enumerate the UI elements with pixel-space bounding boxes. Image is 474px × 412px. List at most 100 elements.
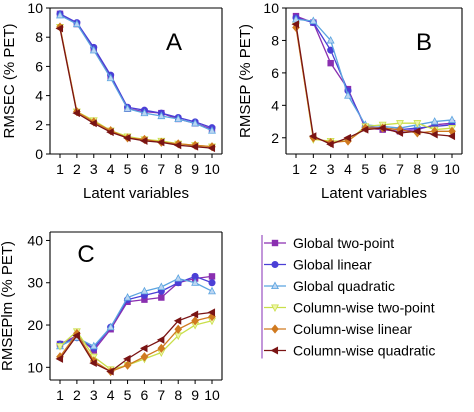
legend-label: Global quadratic	[293, 278, 395, 294]
x-tick-label: 7	[157, 387, 165, 403]
x-tick-label: 10	[204, 161, 220, 177]
legend-item: Global quadratic	[264, 278, 395, 294]
y-tick-label: 8	[35, 29, 43, 45]
data-point	[208, 279, 216, 287]
data-point	[123, 354, 131, 363]
panel-label: A	[166, 29, 182, 56]
series-global-quadratic	[56, 10, 216, 134]
data-point	[448, 115, 456, 123]
data-point	[123, 360, 132, 370]
legend-marker	[271, 324, 279, 334]
x-tick-label: 3	[90, 387, 98, 403]
y-tick-label: 10	[263, 0, 279, 16]
data-point	[327, 59, 334, 67]
data-point	[207, 308, 216, 317]
x-tick-label: 4	[344, 161, 352, 177]
data-point	[190, 142, 199, 151]
data-point	[158, 294, 165, 301]
series-line	[59, 320, 213, 371]
data-point	[157, 282, 166, 291]
data-point	[140, 108, 149, 117]
y-tick-label: 4	[35, 88, 43, 104]
series-column-wise-two-point	[56, 317, 216, 374]
data-point	[308, 132, 317, 141]
series-column-wise-quadratic	[291, 20, 456, 149]
y-tick-label: 20	[27, 317, 43, 333]
x-tick-label: 5	[361, 161, 369, 177]
series-line	[59, 275, 213, 350]
series-line	[59, 26, 213, 148]
y-tick-label: 30	[27, 275, 43, 291]
legend-label: Column-wise two-point	[293, 300, 435, 316]
x-tick-label: 4	[107, 161, 115, 177]
data-point	[123, 133, 131, 142]
legend-label: Column-wise linear	[293, 321, 412, 337]
series-column-wise-linear	[56, 311, 216, 377]
data-point	[191, 278, 200, 286]
panel-label: B	[416, 29, 432, 56]
y-axis-label: RMSEC (% PET)	[1, 23, 18, 138]
legend-item: Global two-point	[264, 235, 394, 251]
x-tick-label: 2	[73, 387, 81, 403]
x-tick-label: 3	[90, 161, 98, 177]
data-point	[378, 124, 386, 133]
x-tick-label: 9	[191, 161, 199, 177]
data-point	[207, 144, 216, 153]
x-axis-label: Latent variables	[321, 185, 427, 202]
data-point	[157, 343, 166, 353]
x-tick-label: 8	[174, 387, 182, 403]
panel-label: C	[77, 241, 94, 268]
legend-label: Column-wise quadratic	[293, 343, 435, 359]
data-point	[291, 20, 300, 29]
y-tick-label: 2	[271, 130, 279, 146]
data-point	[360, 125, 369, 134]
data-point	[139, 136, 148, 145]
y-tick-label: 6	[271, 65, 279, 81]
data-point	[157, 111, 166, 120]
x-tick-label: 1	[56, 161, 64, 177]
data-point	[412, 127, 421, 136]
data-point	[343, 133, 352, 142]
data-point	[326, 140, 334, 149]
series-column-wise-two-point	[56, 23, 216, 152]
data-point	[413, 120, 422, 128]
x-tick-label: 7	[396, 161, 404, 177]
data-point	[56, 343, 64, 351]
series-column-wise-quadratic	[55, 24, 216, 153]
series-line	[59, 26, 213, 148]
data-point	[123, 104, 132, 112]
legend-item: Column-wise quadratic	[264, 343, 435, 359]
legend-item: Global linear	[264, 257, 372, 273]
data-point	[89, 359, 97, 368]
x-axis-label: Latent variables	[83, 185, 189, 202]
data-point	[191, 118, 200, 127]
data-point	[106, 367, 114, 376]
x-tick-label: 8	[413, 161, 421, 177]
data-point	[173, 141, 182, 150]
series-line	[59, 28, 213, 149]
legend-marker	[270, 346, 279, 355]
x-tick-label: 2	[309, 161, 317, 177]
data-point	[106, 322, 115, 331]
data-point	[174, 114, 183, 122]
series-line	[59, 311, 213, 373]
legend-item: Column-wise linear	[264, 321, 412, 337]
series-line	[295, 24, 453, 145]
y-tick-label: 8	[271, 32, 279, 48]
x-tick-label: 1	[292, 161, 300, 177]
data-point	[173, 316, 182, 325]
data-point	[395, 128, 404, 137]
data-point	[89, 341, 98, 350]
data-point	[208, 126, 216, 134]
x-tick-label: 9	[431, 161, 439, 177]
y-tick-label: 40	[27, 232, 43, 248]
data-point	[174, 274, 183, 282]
legend-label: Global linear	[293, 257, 372, 273]
series-line	[59, 13, 213, 129]
x-tick-label: 4	[107, 387, 115, 403]
data-point	[208, 286, 216, 295]
y-tick-label: 0	[35, 146, 43, 162]
x-tick-label: 1	[56, 387, 64, 403]
data-point	[191, 316, 199, 326]
